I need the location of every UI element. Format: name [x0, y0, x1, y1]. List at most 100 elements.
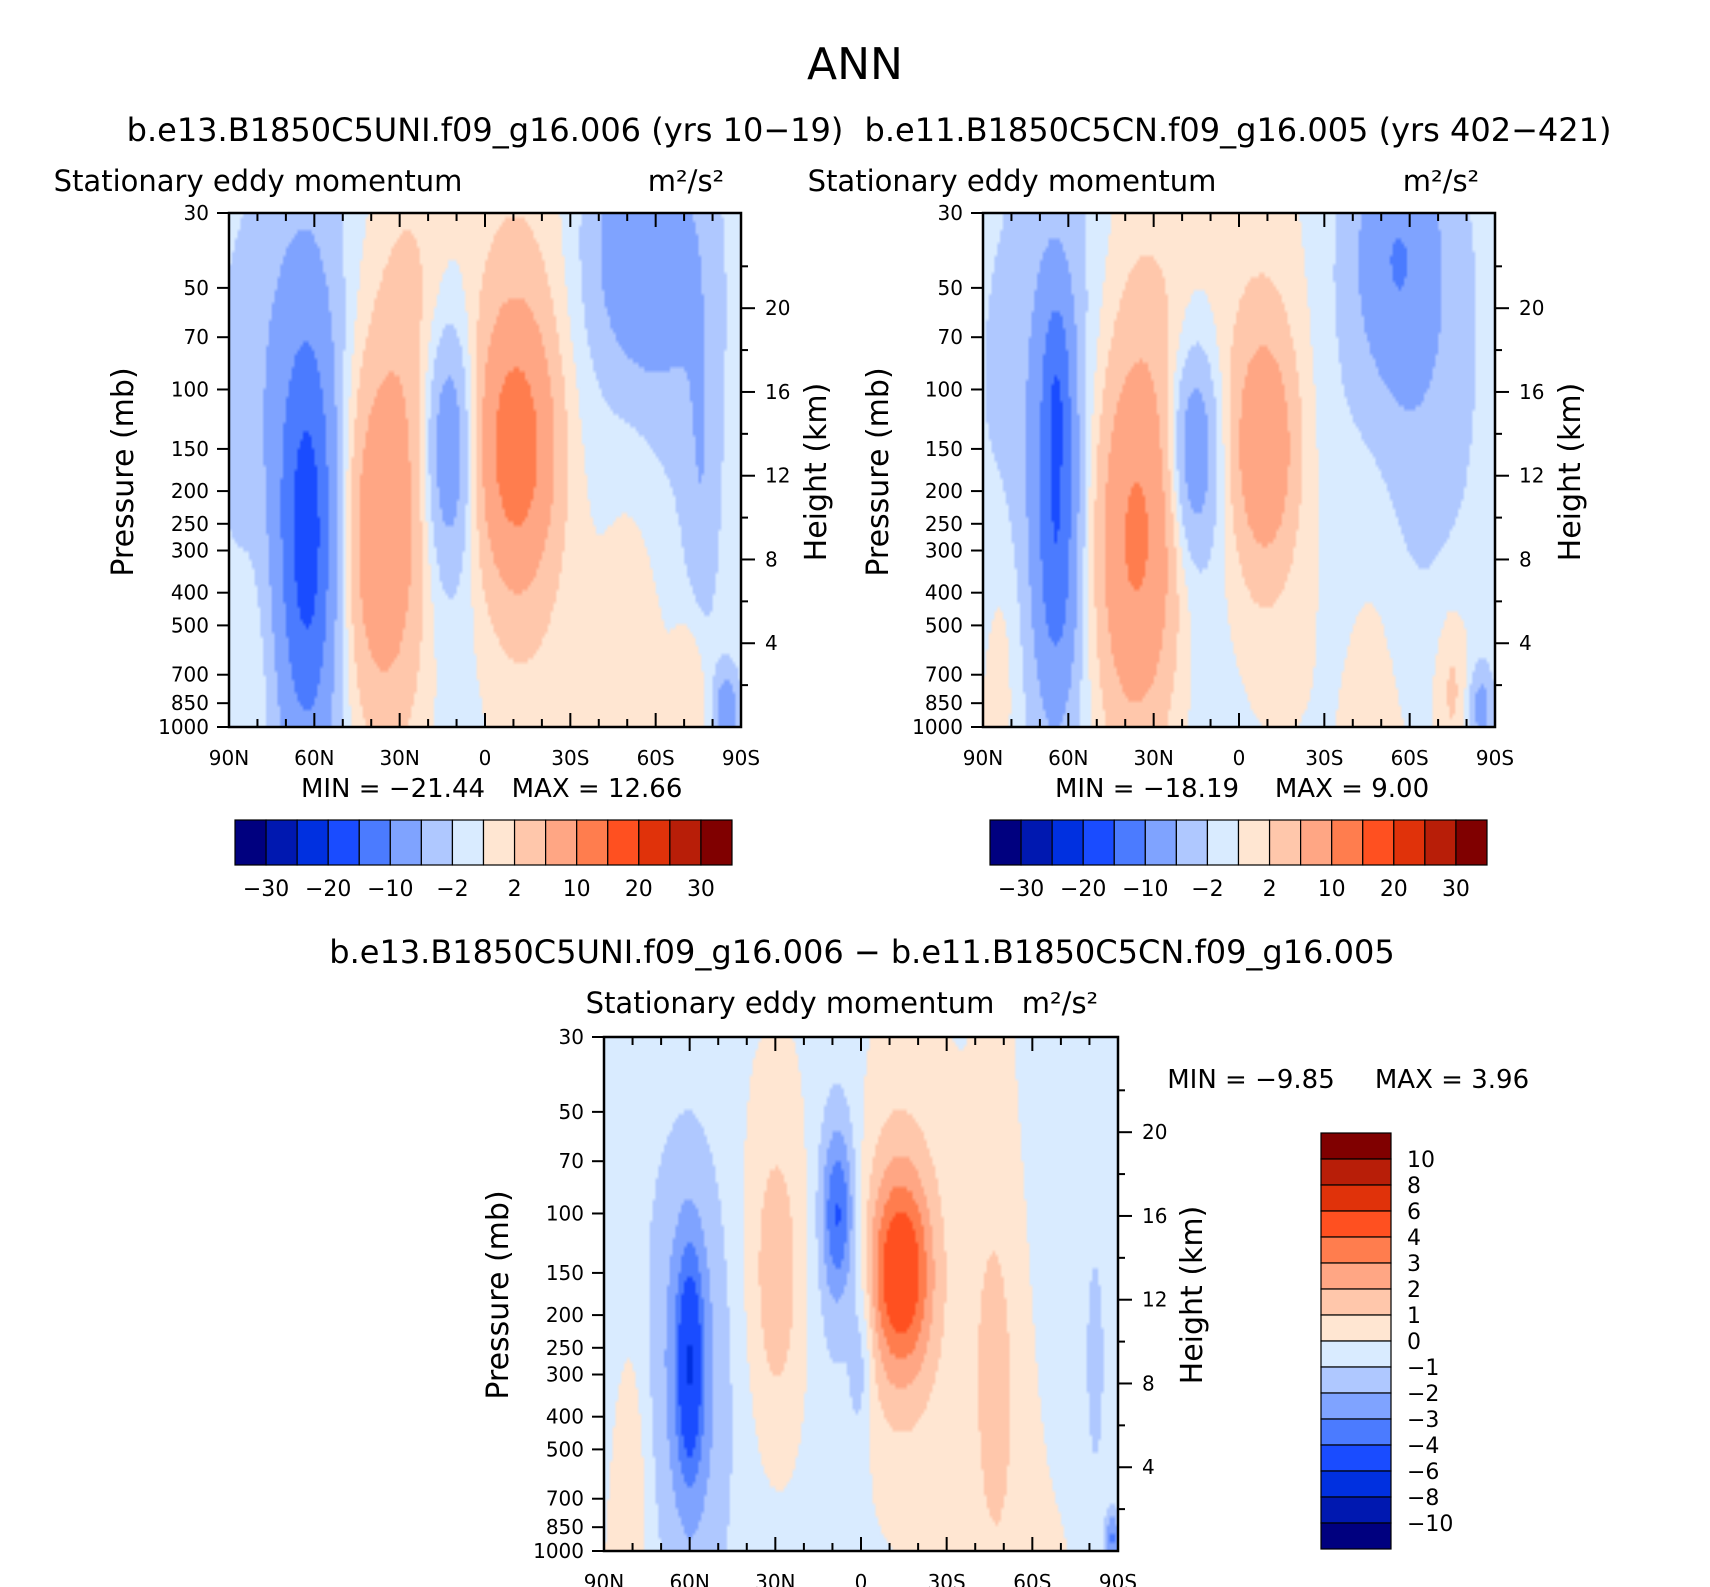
- colorbar-swatch: [1320, 1262, 1392, 1290]
- right-tick-label: 8: [1519, 547, 1532, 571]
- colorbar-swatch: [1320, 1392, 1392, 1420]
- colorbar-swatch: [1320, 1470, 1392, 1498]
- panel-2-title-text: Stationary eddy momentum: [808, 164, 1217, 198]
- panel-2-max-label: MAX = 9.00: [1275, 774, 1429, 804]
- x-tick-label: 30S: [551, 746, 589, 770]
- colorbar-label: 6: [1407, 1200, 1421, 1225]
- colorbar-swatch: [1320, 1340, 1392, 1368]
- y-tick-label: 300: [925, 539, 963, 563]
- colorbar-swatch: [389, 819, 422, 866]
- colorbar-swatch: [234, 819, 267, 866]
- colorbar-swatch: [1082, 819, 1115, 866]
- figure-title: ANN: [807, 39, 903, 90]
- y-tick-label: 500: [546, 1437, 584, 1461]
- y-tick-label: 30: [559, 1025, 584, 1049]
- panel-2-min-label: MIN = −18.19: [1055, 774, 1239, 804]
- panel-1-case-title: b.e13.B1850C5UNI.f09_g16.006 (yrs 10−19): [127, 111, 844, 149]
- colorbar-swatch: [1331, 819, 1364, 866]
- colorbar-label: 10: [1407, 1148, 1435, 1173]
- y-tick-label: 300: [171, 539, 209, 563]
- x-tick-label: 0: [855, 1570, 868, 1587]
- right-tick-label: 12: [1142, 1288, 1167, 1312]
- y-tick-label: 70: [184, 325, 209, 349]
- colorbar-swatch: [1320, 1210, 1392, 1238]
- colorbar-label: −8: [1407, 1486, 1439, 1511]
- colorbar-swatch: [1206, 819, 1240, 866]
- colorbar-label: −2: [1191, 877, 1223, 902]
- right-tick-label: 4: [765, 631, 778, 655]
- panel-1: b.e13.B1850C5UNI.f09_g16.006 (yrs 10−19)…: [54, 111, 844, 902]
- panel-1-ylabel: Pressure (mb): [106, 367, 141, 576]
- x-tick-label: 30S: [928, 1570, 966, 1587]
- panel-3-min-label: MIN = −9.85: [1167, 1065, 1335, 1095]
- y-tick-label: 850: [171, 691, 209, 715]
- colorbar-label: −30: [243, 877, 289, 902]
- colorbar-label: 30: [687, 877, 715, 902]
- x-tick-label: 30S: [1305, 746, 1343, 770]
- colorbar-swatch: [1113, 819, 1146, 866]
- colorbar-swatch: [451, 819, 485, 866]
- y-tick-label: 200: [546, 1303, 584, 1327]
- panel-3-field: [604, 1037, 1118, 1551]
- y-tick-label: 1000: [912, 715, 963, 739]
- x-tick-label: 90N: [584, 1570, 624, 1587]
- y-tick-label: 300: [546, 1363, 584, 1387]
- panel-2-plot-title: Stationary eddy momentum: [808, 164, 1217, 198]
- right-tick-label: 4: [1142, 1455, 1155, 1479]
- y-tick-label: 50: [559, 1100, 584, 1124]
- colorbar-label: −2: [436, 877, 468, 902]
- y-tick-label: 30: [938, 201, 963, 225]
- right-tick-label: 12: [765, 464, 790, 488]
- y-tick-label: 400: [546, 1405, 584, 1429]
- x-tick-label: 60S: [637, 746, 675, 770]
- colorbar-label: 10: [1318, 877, 1346, 902]
- colorbar-label: −10: [367, 877, 413, 902]
- colorbar-label: 3: [1407, 1252, 1421, 1277]
- panel-3-ylabel-right: Height (km): [1175, 1206, 1210, 1385]
- colorbar-label: −3: [1407, 1408, 1439, 1433]
- right-tick-label: 16: [765, 380, 790, 404]
- y-tick-label: 100: [925, 377, 963, 401]
- panel-1-colorbar: −30 −20 −10 −2 2 10 20 30: [234, 819, 733, 902]
- colorbar-label: −6: [1407, 1460, 1439, 1485]
- colorbar-swatch: [327, 819, 360, 866]
- colorbar-swatch: [420, 819, 454, 866]
- colorbar-label: 2: [508, 877, 522, 902]
- colorbar-label: 4: [1407, 1226, 1421, 1251]
- colorbar-label: 1: [1407, 1304, 1421, 1329]
- colorbar-swatch: [1175, 819, 1209, 866]
- colorbar-swatch: [1300, 819, 1333, 866]
- right-tick-label: 20: [765, 296, 790, 320]
- y-tick-label: 150: [925, 437, 963, 461]
- colorbar-label: 30: [1442, 877, 1470, 902]
- colorbar-label: −30: [998, 877, 1044, 902]
- panel-3: b.e13.B1850C5UNI.f09_g16.006 − b.e11.B18…: [329, 933, 1529, 1587]
- y-tick-label: 70: [559, 1149, 584, 1173]
- y-tick-label: 700: [171, 663, 209, 687]
- x-tick-label: 0: [1233, 746, 1246, 770]
- colorbar-swatch: [265, 819, 298, 866]
- x-tick-label: 90S: [1476, 746, 1514, 770]
- right-tick-label: 16: [1142, 1204, 1167, 1228]
- y-tick-label: 50: [938, 276, 963, 300]
- y-tick-label: 250: [546, 1336, 584, 1360]
- panel-3-max-label: MAX = 3.96: [1375, 1065, 1529, 1095]
- y-tick-label: 150: [171, 437, 209, 461]
- y-tick-label: 100: [546, 1201, 584, 1225]
- colorbar-swatch: [1144, 819, 1177, 866]
- colorbar-swatch: [1268, 819, 1302, 866]
- colorbar-label: −4: [1407, 1434, 1439, 1459]
- colorbar-swatch: [1320, 1288, 1392, 1316]
- x-tick-label: 30N: [755, 1570, 795, 1587]
- colorbar-swatch: [669, 819, 702, 866]
- y-tick-label: 70: [938, 325, 963, 349]
- panel-2-ylabel-right: Height (km): [1553, 383, 1588, 562]
- x-tick-label: 60N: [669, 1570, 709, 1587]
- colorbar-swatch: [1320, 1522, 1392, 1550]
- colorbar-swatch: [607, 819, 640, 866]
- colorbar-label: −20: [1060, 877, 1106, 902]
- x-tick-label: 60N: [1048, 746, 1088, 770]
- colorbar-swatch: [1020, 819, 1053, 866]
- colorbar-label: 8: [1407, 1174, 1421, 1199]
- colorbar-label: 20: [625, 877, 653, 902]
